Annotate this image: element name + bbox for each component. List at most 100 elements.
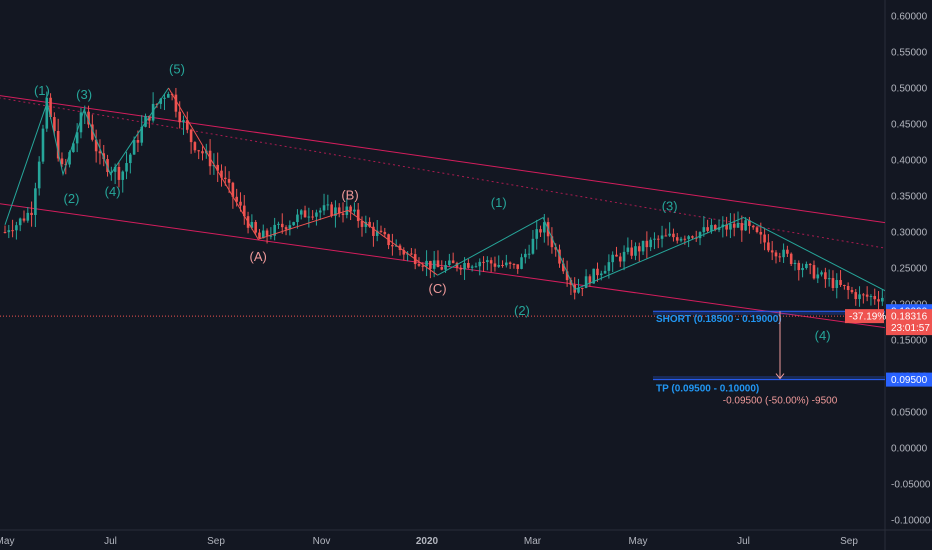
candle-body bbox=[520, 257, 523, 269]
x-tick-label: Mar bbox=[524, 536, 542, 547]
candle-body bbox=[151, 103, 155, 121]
candle-body bbox=[577, 287, 580, 293]
candle-body bbox=[732, 223, 736, 228]
candle-body bbox=[455, 263, 459, 268]
candle-body bbox=[824, 272, 827, 280]
candle-body bbox=[250, 222, 254, 228]
candle-body bbox=[599, 273, 603, 276]
candle-body bbox=[159, 98, 163, 104]
y-tick-label: 0.00000 bbox=[891, 444, 928, 455]
candle-body bbox=[7, 230, 11, 233]
candle-body bbox=[565, 271, 569, 281]
candle-body bbox=[653, 238, 656, 240]
y-tick-label: 0.25000 bbox=[891, 264, 928, 275]
y-tick-label: 0.60000 bbox=[891, 12, 928, 23]
candle-body bbox=[307, 216, 311, 218]
y-tick-label: 0.30000 bbox=[891, 228, 928, 239]
candle-body bbox=[239, 201, 242, 206]
candle-body bbox=[372, 226, 375, 236]
candle-body bbox=[729, 223, 732, 230]
candle-body bbox=[72, 143, 75, 153]
candle-body bbox=[482, 261, 485, 263]
candle-body bbox=[140, 126, 144, 143]
wave-label: (4) bbox=[815, 328, 831, 343]
candle-body bbox=[793, 262, 797, 265]
candle-body bbox=[37, 161, 41, 189]
x-tick-label: May bbox=[0, 536, 14, 547]
short-zone bbox=[653, 311, 885, 315]
candle-body bbox=[273, 224, 276, 236]
candle-body bbox=[900, 291, 903, 292]
candle-body bbox=[242, 205, 246, 217]
candle-body bbox=[417, 264, 421, 266]
candle-body bbox=[843, 284, 846, 287]
candle-body bbox=[30, 212, 33, 215]
x-tick-label: Jul bbox=[104, 536, 117, 547]
candle-body bbox=[125, 163, 128, 172]
candle-body bbox=[767, 242, 770, 251]
candle-body bbox=[53, 117, 56, 131]
candle-body bbox=[75, 132, 79, 144]
candle-body bbox=[410, 253, 413, 255]
candle-body bbox=[698, 232, 702, 239]
candle-body bbox=[223, 177, 227, 180]
candle-body bbox=[687, 236, 690, 240]
candle-body bbox=[425, 260, 428, 267]
candle-body bbox=[569, 280, 573, 285]
candle-body bbox=[789, 253, 793, 264]
candle-body bbox=[554, 247, 558, 250]
candle-body bbox=[884, 295, 885, 298]
candle-body bbox=[846, 286, 850, 291]
candle-body bbox=[467, 262, 470, 268]
candle-body bbox=[622, 251, 626, 262]
candle-body bbox=[543, 222, 546, 233]
candle-body bbox=[865, 294, 869, 297]
candle-body bbox=[562, 263, 565, 272]
candle-body bbox=[862, 294, 865, 296]
candle-body bbox=[448, 260, 451, 266]
candle-body bbox=[136, 140, 140, 143]
candle-body bbox=[683, 238, 687, 240]
candle-body bbox=[121, 171, 125, 180]
percent-badge: -37.19% bbox=[849, 312, 886, 323]
candle-body bbox=[896, 292, 899, 297]
candle-body bbox=[440, 267, 444, 270]
y-tick-label: 0.40000 bbox=[891, 156, 928, 167]
candle-body bbox=[611, 254, 614, 263]
channel-upper-line bbox=[0, 95, 885, 224]
candle-body bbox=[280, 223, 284, 228]
candle-body bbox=[759, 231, 763, 235]
candle-body bbox=[808, 263, 812, 266]
x-tick-label: Jul bbox=[737, 536, 750, 547]
candle-body bbox=[493, 263, 497, 267]
candle-body bbox=[588, 276, 592, 284]
wave-line-0 bbox=[4, 87, 169, 225]
candle-body bbox=[535, 229, 539, 239]
channel-lower-line bbox=[0, 203, 885, 329]
candle-body bbox=[284, 227, 288, 230]
candle-body bbox=[637, 246, 641, 252]
candle-body bbox=[311, 216, 314, 218]
candle-body bbox=[527, 253, 531, 255]
candle-body bbox=[296, 214, 299, 223]
candle-body bbox=[558, 249, 561, 264]
candle-body bbox=[379, 230, 383, 232]
candle-body bbox=[626, 247, 630, 252]
candle-body bbox=[326, 204, 330, 206]
candle-body bbox=[277, 223, 280, 225]
price-tag-current-bg bbox=[886, 309, 932, 336]
candle-body bbox=[299, 210, 303, 215]
candle-body bbox=[220, 170, 223, 178]
candle-body bbox=[353, 209, 356, 212]
candle-body bbox=[261, 230, 265, 239]
x-tick-label: 2020 bbox=[416, 536, 439, 547]
candle-body bbox=[751, 225, 755, 228]
candle-body bbox=[34, 188, 37, 215]
candle-body bbox=[429, 260, 432, 269]
y-tick-label: 0.35000 bbox=[891, 192, 928, 203]
candle-body bbox=[132, 140, 136, 155]
candle-body bbox=[725, 224, 728, 230]
candle-body bbox=[615, 254, 618, 257]
